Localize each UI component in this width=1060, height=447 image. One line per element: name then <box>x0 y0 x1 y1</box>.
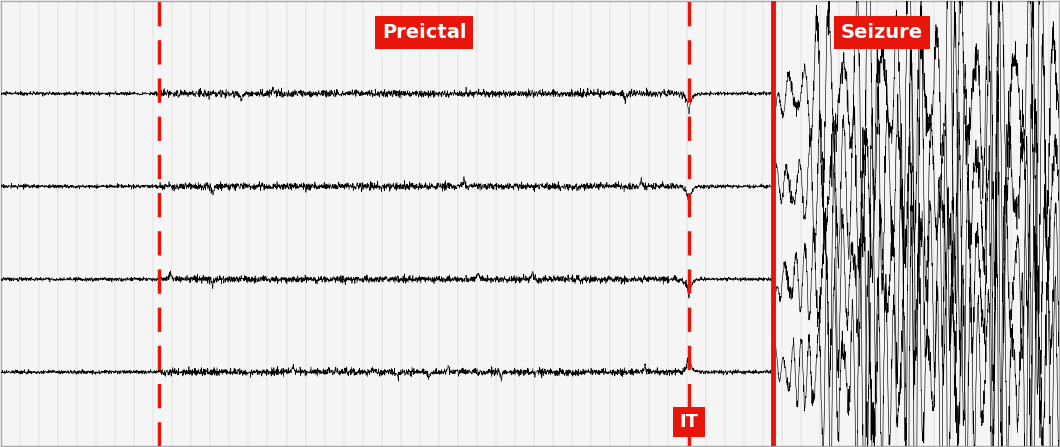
Text: Seizure: Seizure <box>841 23 923 42</box>
Text: Preictal: Preictal <box>382 23 466 42</box>
Text: IT: IT <box>679 413 699 431</box>
